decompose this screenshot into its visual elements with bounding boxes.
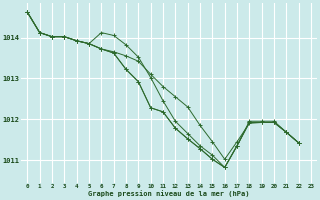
X-axis label: Graphe pression niveau de la mer (hPa): Graphe pression niveau de la mer (hPa)	[88, 190, 250, 197]
